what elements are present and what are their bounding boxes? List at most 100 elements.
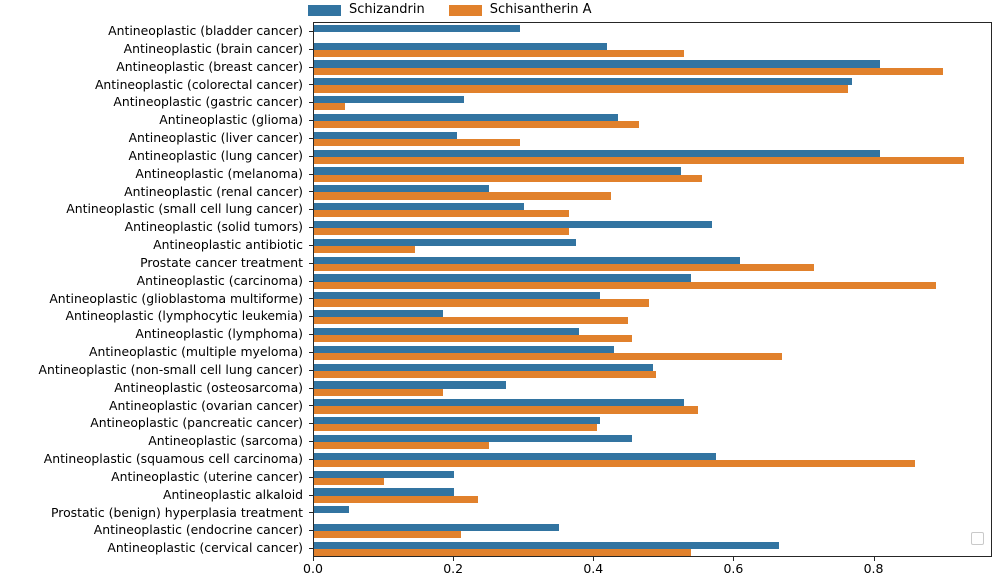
y-tick-label: Antineoplastic (bladder cancer) [108, 23, 303, 38]
bar-schisantherin-a [314, 477, 384, 485]
bar-schizandrin [314, 399, 685, 407]
bar-schizandrin [314, 96, 465, 104]
bar-schisantherin-a [314, 388, 444, 396]
bar-schizandrin [314, 149, 880, 157]
x-tickmark [593, 557, 595, 561]
x-tick-label: 0.2 [443, 561, 464, 576]
y-tick-label: Antineoplastic antibiotic [153, 237, 303, 252]
bar-schizandrin [314, 524, 559, 532]
bar-schizandrin [314, 42, 608, 50]
bar-schisantherin-a [314, 156, 964, 164]
y-tickmark [309, 351, 313, 353]
legend-label-schisantherin-a: Schisantherin A [489, 2, 592, 17]
legend-label-schizandrin: Schizandrin [349, 2, 425, 17]
y-tick-label: Antineoplastic (sarcoma) [148, 433, 303, 449]
y-tickmark [309, 476, 313, 478]
y-tick-label: Antineoplastic (glioma) [159, 112, 303, 128]
bar-schizandrin [314, 541, 779, 550]
y-tick-label: Antineoplastic (lymphocytic leukemia) [65, 308, 304, 324]
bar-schizandrin [314, 24, 521, 32]
bar-schisantherin-a [314, 495, 479, 503]
y-tick-label: Antineoplastic (small cell lung cancer) [66, 201, 303, 217]
y-tickmark [309, 244, 313, 246]
bar-schisantherin-a [314, 459, 915, 468]
bar-schizandrin [314, 78, 852, 86]
bar-schizandrin [314, 131, 458, 139]
bar-schizandrin [314, 434, 632, 443]
bar-schizandrin [314, 238, 576, 246]
x-tick-label: 0.6 [723, 561, 744, 576]
x-tickmark [453, 557, 455, 561]
y-tick-label: Antineoplastic (carcinoma) [136, 272, 303, 288]
bar-schizandrin [314, 452, 716, 460]
y-tickmark [309, 262, 313, 264]
bar-schisantherin-a [314, 138, 521, 147]
bar-schisantherin-a [314, 352, 783, 361]
y-tickmark [309, 280, 313, 282]
bar-schisantherin-a [314, 192, 611, 200]
legend-swatch-schizandrin [308, 4, 341, 16]
bar-schizandrin [314, 292, 601, 300]
y-tickmark [309, 494, 313, 496]
y-tick-label: Antineoplastic (squamous cell carcinoma) [43, 451, 303, 466]
y-tickmark [309, 227, 313, 229]
bar-schisantherin-a [314, 299, 650, 307]
bar-schisantherin-a [314, 228, 569, 236]
bar-schizandrin [314, 60, 880, 68]
bar-schisantherin-a [314, 49, 685, 57]
bar-schizandrin [314, 203, 524, 211]
bar-schisantherin-a [314, 549, 692, 557]
empty-legend-box [971, 532, 984, 545]
bar-schisantherin-a [314, 370, 657, 378]
y-tick-label: Antineoplastic (ovarian cancer) [109, 397, 303, 413]
y-tickmark [309, 458, 313, 460]
bar-schisantherin-a [314, 317, 629, 325]
bar-schizandrin [314, 274, 692, 282]
y-tickmark [309, 102, 313, 104]
bar-schizandrin [314, 506, 349, 514]
x-tickmark [873, 557, 875, 561]
y-tick-label: Antineoplastic (uterine cancer) [111, 468, 303, 484]
y-tickmark [309, 173, 313, 175]
y-tick-label: Antineoplastic alkaloid [162, 486, 303, 502]
y-tick-label: Antineoplastic (breast cancer) [116, 58, 303, 74]
y-tick-label: Antineoplastic (lymphoma) [135, 326, 303, 342]
bar-schizandrin [314, 113, 618, 122]
y-tickmark [309, 137, 313, 139]
legend-item-schisantherin-a: Schisantherin A [448, 2, 592, 18]
bar-schizandrin [314, 185, 489, 193]
y-tickmark [309, 405, 313, 407]
bar-schizandrin [314, 381, 507, 389]
y-tick-label: Prostatic (benign) hyperplasia treatment [51, 504, 303, 520]
y-tickmark [309, 530, 313, 532]
bar-schisantherin-a [314, 245, 416, 254]
bar-schizandrin [314, 470, 454, 478]
y-tickmark [309, 120, 313, 122]
bar-schisantherin-a [314, 263, 814, 271]
y-tickmark [309, 548, 313, 550]
bar-schizandrin [314, 310, 444, 318]
bars-layer [314, 23, 991, 557]
bar-schizandrin [314, 220, 713, 229]
x-tick-label: 0.0 [303, 561, 323, 576]
bar-schisantherin-a [314, 442, 489, 450]
y-tick-label: Antineoplastic (endocrine cancer) [93, 522, 303, 538]
y-axis-labels: Antineoplastic (bladder cancer) Antineopl… [0, 22, 303, 557]
y-tickmark [309, 423, 313, 425]
y-tickmark [309, 155, 313, 157]
bar-schisantherin-a [314, 85, 849, 93]
bar-schizandrin [314, 345, 615, 353]
y-tickmark [309, 30, 313, 32]
x-tick-label: 0.4 [583, 561, 604, 576]
y-tickmark [309, 387, 313, 389]
y-tickmark [309, 512, 313, 514]
y-tickmark [309, 191, 313, 193]
y-tickmark [309, 48, 313, 50]
bar-schisantherin-a [314, 210, 569, 218]
plot-area [313, 22, 992, 557]
bar-schisantherin-a [314, 531, 461, 539]
y-tick-label: Antineoplastic (pancreatic cancer) [90, 415, 303, 431]
y-tick-label: Antineoplastic (lung cancer) [128, 147, 303, 163]
bar-schizandrin [314, 327, 580, 336]
